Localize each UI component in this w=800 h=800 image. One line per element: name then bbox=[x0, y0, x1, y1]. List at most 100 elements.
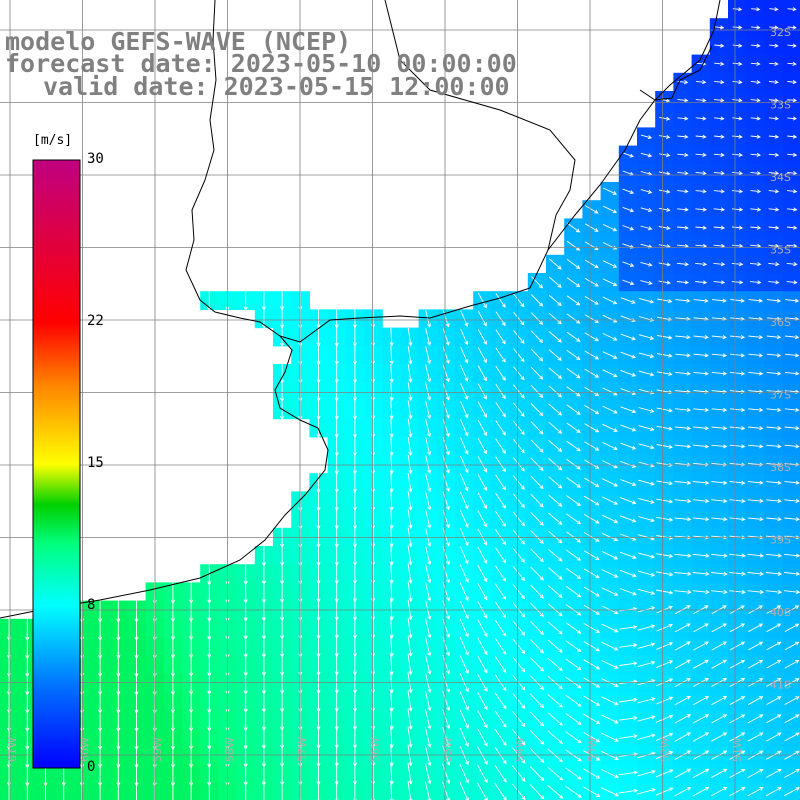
longitude-label: 53W bbox=[586, 737, 599, 762]
wind-arrow-head bbox=[629, 208, 635, 213]
wind-arrow-head bbox=[464, 669, 469, 675]
wind-arrow bbox=[638, 497, 655, 504]
wind-arrow-head bbox=[612, 264, 618, 268]
wind-arrow bbox=[495, 293, 506, 308]
wind-arrow bbox=[638, 479, 655, 485]
wind-arrow-head bbox=[794, 298, 800, 303]
wind-arrow-head bbox=[723, 787, 728, 791]
wind-arrow bbox=[513, 402, 525, 417]
wind-arrow bbox=[731, 244, 743, 247]
wind-arrow bbox=[602, 369, 617, 377]
wind-arrow-head bbox=[595, 483, 600, 488]
wind-arrow-head bbox=[774, 134, 780, 139]
wind-arrow-head bbox=[577, 721, 582, 725]
wind-arrow bbox=[747, 641, 763, 651]
wind-arrow bbox=[494, 783, 507, 800]
wind-arrow-head bbox=[629, 281, 635, 286]
wind-arrow-head bbox=[464, 633, 469, 638]
wind-arrow-head bbox=[648, 280, 653, 285]
wind-arrow bbox=[674, 787, 691, 797]
wind-arrow-head bbox=[650, 481, 655, 486]
colorbar-gradient bbox=[32, 159, 81, 769]
wind-arrow bbox=[655, 733, 673, 741]
wind-arrow-head bbox=[502, 705, 507, 710]
wind-arrow-head bbox=[427, 359, 432, 365]
wind-arrow-head bbox=[594, 392, 600, 396]
wind-arrow-head bbox=[483, 632, 488, 637]
wind-arrow bbox=[548, 548, 563, 562]
wind-arrow-head bbox=[720, 25, 725, 30]
wind-arrow-head bbox=[705, 589, 710, 595]
wind-arrow bbox=[693, 623, 709, 633]
wind-arrow bbox=[768, 171, 779, 174]
wind-arrow bbox=[584, 259, 599, 269]
wind-arrow bbox=[565, 640, 581, 652]
wind-arrow bbox=[747, 553, 764, 557]
wind-arrow-head bbox=[632, 573, 637, 578]
coastline-segment bbox=[0, 335, 329, 619]
wind-arrow bbox=[765, 732, 782, 742]
wind-arrow-head bbox=[738, 80, 743, 85]
wind-arrow bbox=[442, 763, 450, 784]
wind-arrow bbox=[784, 426, 799, 429]
wind-arrow bbox=[566, 331, 580, 342]
wind-arrow bbox=[787, 99, 797, 101]
wind-arrow-head bbox=[389, 561, 394, 566]
wind-arrow-head bbox=[792, 98, 798, 103]
wind-arrow bbox=[676, 244, 689, 247]
wind-arrow bbox=[548, 331, 562, 343]
wind-arrow bbox=[390, 617, 393, 638]
wind-arrow bbox=[747, 696, 763, 706]
wind-arrow-head bbox=[539, 685, 545, 690]
wind-arrow bbox=[784, 371, 799, 375]
wind-arrow-head bbox=[521, 668, 526, 673]
wind-arrow-head bbox=[613, 409, 618, 414]
wind-arrow-head bbox=[720, 61, 725, 66]
wind-arrow-head bbox=[686, 659, 691, 664]
wind-arrow bbox=[622, 279, 634, 285]
wind-arrow-head bbox=[464, 395, 469, 401]
wind-arrow-head bbox=[633, 788, 639, 793]
wind-arrow-head bbox=[777, 696, 782, 700]
wind-arrow-head bbox=[446, 597, 451, 602]
wind-arrow-head bbox=[702, 280, 708, 285]
wind-arrow-head bbox=[702, 134, 707, 139]
wind-arrow-head bbox=[408, 579, 413, 584]
wind-arrow bbox=[460, 328, 468, 345]
wind-arrow-head bbox=[705, 498, 710, 504]
wind-arrow-head bbox=[464, 322, 469, 328]
wind-arrow bbox=[693, 390, 709, 393]
wind-arrow-head bbox=[740, 353, 746, 358]
wind-arrow-head bbox=[280, 342, 285, 348]
wind-arrow bbox=[547, 712, 563, 726]
wind-arrow bbox=[477, 619, 488, 637]
wind-arrow bbox=[442, 346, 450, 364]
wind-arrow-head bbox=[723, 589, 728, 595]
wind-arrow-head bbox=[501, 413, 506, 418]
wind-arrow bbox=[583, 713, 600, 724]
wind-arrow-head bbox=[612, 191, 618, 195]
wind-arrow bbox=[769, 62, 778, 65]
wind-arrow-head bbox=[389, 488, 394, 493]
wind-arrow-head bbox=[738, 116, 743, 121]
wind-arrow-head bbox=[704, 714, 710, 718]
wind-arrow-head bbox=[702, 171, 707, 176]
wind-arrow bbox=[622, 152, 634, 158]
wind-arrow bbox=[784, 696, 800, 705]
wind-arrow bbox=[619, 569, 637, 577]
wind-arrow-head bbox=[741, 768, 746, 773]
wind-arrow-head bbox=[614, 628, 619, 633]
wind-arrow-head bbox=[408, 670, 413, 676]
wind-arrow-head bbox=[595, 592, 600, 597]
wind-arrow-head bbox=[774, 7, 779, 12]
wind-arrow bbox=[494, 692, 507, 709]
wind-arrow-head bbox=[759, 589, 765, 595]
wind-arrow bbox=[747, 572, 764, 575]
wind-arrow-head bbox=[594, 282, 599, 287]
wind-arrow bbox=[512, 420, 525, 435]
colorbar-tick-22: 22 bbox=[87, 313, 104, 330]
wind-arrow bbox=[583, 659, 600, 670]
wind-arrow-head bbox=[539, 357, 544, 362]
wind-arrow bbox=[787, 135, 797, 138]
